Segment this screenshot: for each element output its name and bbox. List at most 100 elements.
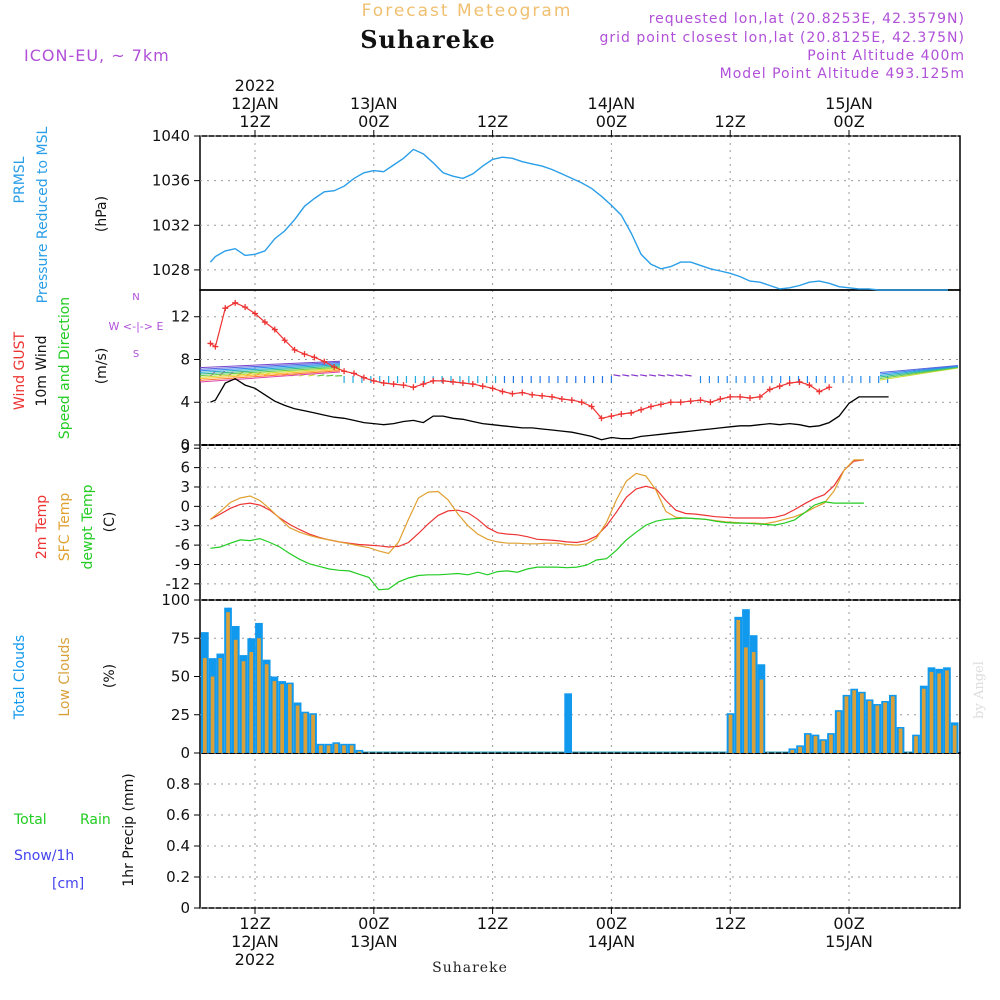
wind-gust-point: [796, 378, 803, 385]
wind-gust-point: [450, 378, 456, 385]
wind-unit: (m/s): [94, 348, 110, 385]
time-label: 12Z: [239, 112, 270, 131]
time-label: 15JAN: [825, 94, 873, 113]
wind-arrow: [666, 374, 674, 377]
wind-gust-point: [360, 374, 367, 381]
y-tick-label: 1028: [152, 261, 190, 279]
wind-arrow-streak: [879, 367, 959, 381]
low-cloud-bar: [759, 679, 764, 753]
wind-gust-point: [628, 409, 635, 416]
low-cloud-bar: [295, 705, 300, 753]
wind-gust-point: [598, 415, 605, 422]
wind-gust-point: [222, 305, 229, 312]
wind-gust-point: [281, 337, 288, 344]
y-tick-label: -6: [175, 536, 190, 554]
wind-arrow: [613, 374, 621, 377]
low-cloud-bar: [929, 671, 934, 753]
wind-gust-point: [459, 380, 466, 386]
wind-direction-arrows: [199, 360, 959, 383]
y-tick-label: 50: [171, 668, 190, 686]
wind-gust-point: [657, 401, 664, 408]
low-cloud-bar: [875, 705, 880, 753]
low-cloud-bar: [226, 612, 230, 753]
low-cloud-bar: [233, 639, 238, 753]
y-tick-label: 75: [171, 629, 190, 647]
y-tick-label: 0: [180, 744, 190, 762]
wind-arrow: [684, 374, 692, 377]
wind-gust-point: [242, 304, 249, 311]
low-cloud-bar: [203, 658, 207, 753]
y-tick-label: 0.6: [166, 806, 190, 824]
wind-gust-point: [549, 393, 555, 400]
wind-gust-point: [608, 413, 615, 420]
wind-gust-point: [232, 299, 239, 306]
wind-10m-line: [210, 377, 889, 441]
wind-arrow-streak: [199, 361, 341, 370]
time-label: 00Z: [596, 112, 627, 131]
time-label: 13JAN: [350, 932, 398, 951]
wind-arrow: [218, 370, 225, 377]
pressure-panel: PRMSL Pressure Reduced to MSL (hPa) 1028…: [12, 126, 960, 303]
wind-gust-point: [687, 398, 694, 405]
wind-arrow-streak: [879, 367, 959, 379]
low-cloud-bar: [264, 664, 269, 753]
precip-snow-label: Snow/1h: [14, 848, 74, 864]
wind-gust-point: [826, 384, 833, 391]
time-label: 12Z: [715, 112, 746, 131]
wind-gust-point: [667, 399, 674, 406]
time-label: 00Z: [833, 112, 864, 131]
y-tick-label: 25: [171, 706, 190, 724]
wind-gust-point: [410, 384, 417, 391]
low-cloud-bar: [836, 711, 841, 753]
wind-gust-point: [261, 319, 268, 326]
time-label: 12Z: [477, 914, 508, 933]
wind-gust-point: [717, 396, 724, 403]
wind-gust-point: [747, 394, 753, 401]
wind-gust-point: [499, 388, 506, 395]
y-tick-label: -12: [166, 575, 191, 593]
wind-gust-point: [489, 385, 496, 392]
precip-rain-label: Rain: [80, 812, 111, 828]
wind-gust-point: [737, 393, 744, 400]
cloud-bars: [201, 607, 959, 753]
wind-gust-point: [697, 397, 704, 404]
time-label: 15JAN: [825, 932, 873, 951]
y-tick-label: -3: [175, 517, 190, 535]
temp-2m-line: [210, 459, 864, 548]
low-cloud-bar: [821, 740, 826, 753]
precip-y-ticks: 0 0.2 0.4 0.6 0.8: [166, 775, 960, 917]
wind-arrow-streak: [879, 365, 959, 375]
temp-unit: (C): [102, 512, 118, 533]
wind-gust-point: [806, 382, 813, 389]
low-cloud-bar: [349, 745, 354, 753]
low-cloud-bar: [890, 696, 895, 753]
wind-y-ticks: 0 4 8 12: [171, 308, 960, 454]
low-cloud-bar: [844, 696, 849, 753]
low-cloud-bar: [311, 714, 315, 753]
wind-arrow-streak: [199, 366, 341, 377]
compass-south: S: [133, 349, 139, 360]
low-cloud-bar: [867, 700, 872, 753]
time-label: 00Z: [358, 914, 389, 933]
y-tick-label: 9: [180, 439, 190, 457]
panel-frame: [199, 135, 961, 291]
wind-gust-point: [400, 382, 407, 389]
wind-gust-point: [677, 399, 684, 406]
low-cloud-bar: [357, 751, 362, 753]
compass-west-east: W <-|-> E: [109, 320, 164, 333]
wind-arrow: [675, 374, 683, 377]
low-cloud-bar: [288, 684, 292, 753]
y-tick-label: 4: [180, 393, 190, 411]
precip-total-label: Total: [13, 812, 47, 828]
y-tick-label: 0.2: [166, 868, 190, 886]
cloud-unit: (%): [102, 664, 118, 688]
wind-gust-point: [509, 390, 516, 397]
wind-gust-point: [331, 363, 338, 370]
wind-gust-point: [291, 346, 298, 353]
total-cloud-bar: [564, 693, 573, 753]
wind-arrow-streak: [199, 365, 341, 375]
low-cloud-bar: [218, 658, 223, 753]
wind-gust-point: [776, 383, 783, 390]
wind-gust-point: [370, 377, 377, 384]
